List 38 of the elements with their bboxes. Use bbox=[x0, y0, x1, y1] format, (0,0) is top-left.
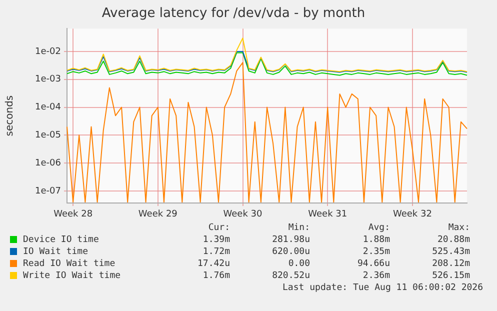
text: Avg: bbox=[367, 222, 390, 234]
y-tick-label: 1e-04 bbox=[35, 102, 62, 113]
legend-label: Write IO Wait time bbox=[22, 270, 122, 282]
y-tick-label: 1e-02 bbox=[35, 46, 61, 57]
y-tick-label: 1e-05 bbox=[35, 130, 61, 140]
text: 2.35m bbox=[362, 246, 390, 258]
text: 0.00 bbox=[287, 258, 310, 270]
legend-label: Device IO time bbox=[22, 234, 100, 246]
text: 525.43m bbox=[431, 246, 470, 258]
text: 526.15m bbox=[431, 270, 470, 282]
legend-label: IO Wait time bbox=[22, 246, 90, 258]
text: Cur: bbox=[207, 222, 230, 234]
text: 1.88m bbox=[362, 234, 390, 246]
x-tick-label: Week 31 bbox=[308, 210, 348, 220]
text: 281.98u bbox=[271, 234, 310, 246]
text: 620.00u bbox=[271, 246, 310, 258]
legend-label: Read IO Wait time bbox=[22, 258, 116, 270]
text: 1.72m bbox=[202, 246, 230, 258]
text: 94.66u bbox=[356, 258, 390, 270]
text: 208.12m bbox=[431, 258, 470, 270]
x-tick-label: Week 30 bbox=[223, 210, 263, 220]
text: 17.42u bbox=[196, 258, 230, 270]
x-tick-label: Week 29 bbox=[138, 210, 178, 220]
text: 2.36m bbox=[362, 270, 390, 282]
text: 1.76m bbox=[202, 270, 230, 282]
y-axis-title: seconds bbox=[4, 95, 16, 136]
y-tick-label: 1e-07 bbox=[35, 186, 61, 196]
text: 20.88m bbox=[436, 234, 470, 246]
y-tick-label: 1e-03 bbox=[35, 74, 61, 85]
x-tick-label: Week 28 bbox=[54, 210, 93, 220]
y-tick-label: 1e-06 bbox=[35, 158, 62, 168]
x-tick-label: Week 32 bbox=[392, 210, 432, 220]
text: Min: bbox=[287, 222, 310, 234]
chart-title: Average latency for /dev/vda - by month bbox=[102, 6, 366, 22]
text: Last update: Tue Aug 11 06:00:02 2026 bbox=[282, 282, 483, 294]
text: 1.39m bbox=[202, 234, 230, 246]
text: 820.52u bbox=[271, 270, 310, 282]
text: Max: bbox=[447, 222, 470, 234]
